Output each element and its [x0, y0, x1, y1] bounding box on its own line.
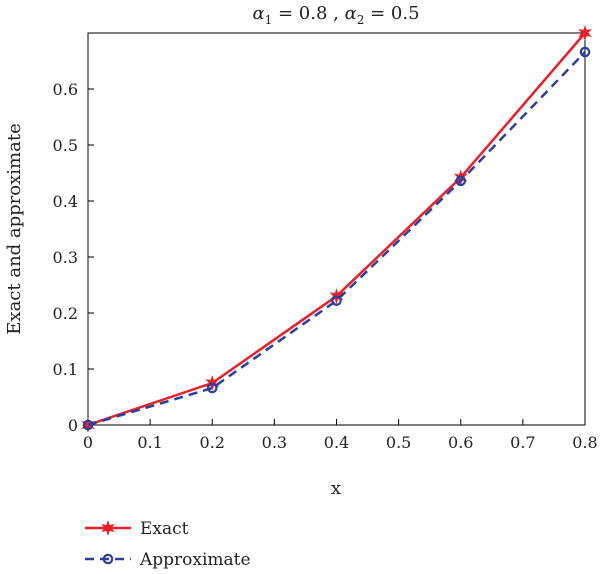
x-tick-label: 0.8	[572, 433, 597, 452]
series-layer	[81, 25, 592, 433]
series-exact	[81, 25, 592, 433]
y-tick-label: 0.1	[53, 360, 78, 379]
x-tick-label: 0.6	[448, 433, 473, 452]
x-tick-label: 0.3	[262, 433, 287, 452]
legend-label-exact: Exact	[140, 519, 189, 539]
data-point-approximate	[455, 175, 467, 187]
x-tick-label: 0.2	[200, 433, 225, 452]
series-line-approximate	[87, 51, 586, 427]
x-tick-label: 0.1	[137, 433, 162, 452]
x-tick-label: 0	[83, 433, 93, 452]
legend-symbol-approximate	[102, 553, 114, 565]
data-point-approximate	[579, 46, 591, 58]
legend-label-approximate: Approximate	[139, 550, 251, 570]
x-axis-label: x	[331, 478, 341, 499]
legend-marker-exact	[101, 520, 115, 536]
y-axis: 0 0.1 0.2 0.3 0.4 0.5 0.6	[53, 80, 94, 435]
x-axis: 0 0.1 0.2 0.3 0.4 0.5 0.6 0.7 0.8	[83, 419, 598, 452]
y-tick-label: 0.3	[53, 248, 78, 267]
data-point-approximate	[82, 419, 94, 431]
x-tick-label: 0.4	[324, 433, 349, 452]
data-point-approximate	[331, 295, 342, 306]
x-tick-label: 0.5	[386, 433, 411, 452]
y-tick-label: 0.2	[53, 304, 78, 323]
legend-item-exact: Exact	[85, 519, 189, 539]
series-line-exact	[87, 32, 586, 427]
data-point-approximate	[206, 382, 218, 394]
y-tick-label: 0.5	[53, 136, 78, 155]
data-point-exact	[578, 25, 592, 41]
legend-symbol-exact	[101, 520, 115, 536]
y-axis-label: Exact and approximate	[4, 123, 25, 334]
legend-item-approximate: Approximate	[85, 550, 251, 570]
series-approximate	[82, 46, 591, 431]
y-tick-label: 0.6	[53, 80, 78, 99]
chart-title: α1 = 0.8 , α2 = 0.5	[252, 3, 419, 27]
y-tick-label: 0.4	[53, 192, 78, 211]
legend-marker-approximate	[102, 553, 114, 565]
y-tick-label: 0	[68, 416, 78, 435]
plot-frame	[87, 32, 586, 426]
x-tick-label: 0.7	[510, 433, 535, 452]
legend: Exact Approximate	[85, 519, 251, 570]
